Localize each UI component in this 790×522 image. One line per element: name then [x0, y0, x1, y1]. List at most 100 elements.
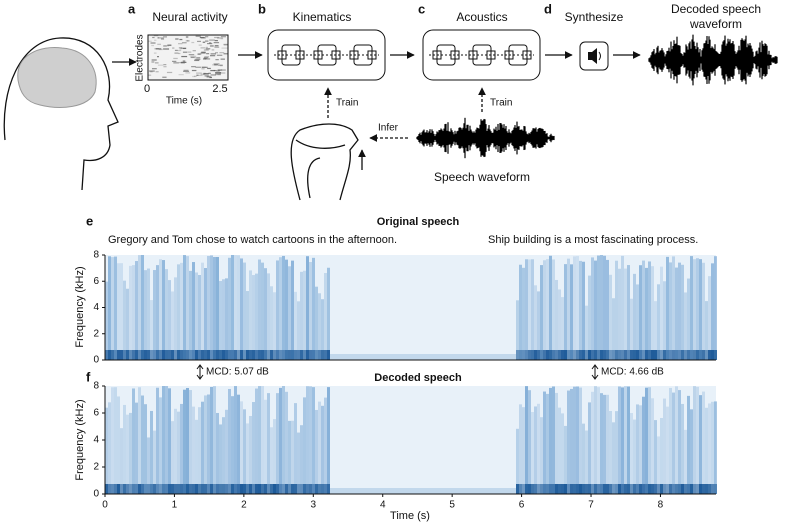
- spectrogram-texture: [138, 387, 141, 494]
- spectrogram-texture: [207, 394, 210, 494]
- raster-texture: [185, 36, 189, 38]
- spectrogram-texture: [570, 388, 573, 494]
- spectrogram-texture: [171, 421, 174, 494]
- spectrogram-texture: [633, 350, 636, 360]
- y-tick-label: 6: [93, 276, 99, 287]
- raster-texture: [199, 36, 205, 39]
- spectrogram-texture: [642, 350, 645, 360]
- spectrogram-texture: [321, 350, 324, 360]
- spectrogram-texture: [597, 484, 600, 494]
- spectrogram-texture: [693, 259, 696, 360]
- spectrogram-texture: [573, 256, 576, 360]
- raster-texture: [154, 62, 159, 64]
- spectrogram-texture: [633, 484, 636, 494]
- axis-label: Time (s): [166, 96, 202, 107]
- raster-texture: [163, 36, 167, 38]
- spectrogram-texture: [258, 386, 261, 494]
- spectrogram-texture: [234, 386, 237, 494]
- spectrogram-texture: [555, 484, 558, 494]
- raster-texture: [151, 44, 155, 47]
- spectrogram-texture: [315, 409, 318, 494]
- raster-texture: [197, 40, 202, 43]
- raster-texture: [190, 56, 195, 59]
- spectrogram-texture: [372, 488, 375, 494]
- spectrogram-texture: [180, 350, 183, 360]
- spectrogram-texture: [654, 420, 657, 494]
- spectrogram-texture: [399, 354, 402, 360]
- spectrogram-texture: [420, 488, 423, 494]
- spectrogram-texture: [354, 488, 357, 494]
- spectrogram-texture: [360, 354, 363, 360]
- spectrogram-texture: [249, 350, 252, 360]
- raster-texture: [216, 70, 220, 72]
- spectrogram-texture: [234, 484, 237, 494]
- spectrogram-texture: [249, 415, 252, 494]
- spectrogram-texture: [660, 266, 663, 360]
- axis-label: Frequency (kHz): [74, 399, 86, 480]
- spectrogram-texture: [573, 484, 576, 494]
- spectrogram-texture: [132, 265, 135, 360]
- raster-texture: [201, 66, 206, 68]
- spectrogram-texture: [396, 488, 399, 494]
- spectrogram-texture: [159, 397, 162, 494]
- x-tick-label: 1: [172, 500, 178, 511]
- spectrogram-texture: [468, 488, 471, 494]
- raster-texture: [209, 42, 212, 44]
- raster-texture: [214, 64, 219, 66]
- raster-texture: [178, 62, 181, 64]
- raster-texture: [154, 48, 159, 50]
- spectrogram-texture: [480, 488, 483, 494]
- spectrogram-texture: [639, 265, 642, 360]
- y-tick-label: 2: [93, 328, 99, 339]
- raster-texture: [157, 43, 161, 45]
- spectrogram-texture: [681, 403, 684, 494]
- spectrogram-texture: [318, 350, 321, 360]
- spectrogram-texture: [471, 354, 474, 360]
- spectrogram-texture: [276, 393, 279, 494]
- spectrogram-texture: [381, 488, 384, 494]
- spectrogram-texture: [105, 484, 108, 494]
- spectrogram-texture: [585, 305, 588, 360]
- spectrogram-texture: [465, 354, 468, 360]
- spectrogram-texture: [276, 350, 279, 360]
- spectrogram-texture: [600, 484, 603, 494]
- spectrogram-texture: [603, 394, 606, 494]
- spectrogram-texture: [594, 350, 597, 360]
- spectrogram-texture: [579, 387, 582, 494]
- spectrogram-texture: [228, 484, 231, 494]
- spectrogram-texture: [144, 404, 147, 494]
- raster-texture: [153, 52, 157, 54]
- spectrogram-texture: [195, 484, 198, 494]
- spectrogram-texture: [684, 350, 687, 360]
- spectrogram-texture: [537, 291, 540, 360]
- raster-texture: [178, 52, 181, 55]
- raster-texture: [214, 36, 220, 39]
- spectrogram-texture: [654, 350, 657, 360]
- spectrogram-texture: [489, 354, 492, 360]
- spectrogram-texture: [639, 350, 642, 360]
- panel-title: Kinematics: [293, 10, 352, 24]
- raster-texture: [151, 61, 155, 63]
- spectrogram-texture: [534, 350, 537, 360]
- spectrogram-texture: [621, 484, 624, 494]
- spectrogram-texture: [504, 488, 507, 494]
- spectrogram-texture: [699, 350, 702, 360]
- spectrogram-texture: [225, 409, 228, 494]
- spectrogram-texture: [117, 263, 120, 360]
- spectrogram-texture: [663, 398, 666, 494]
- spectrogram-texture: [291, 260, 294, 360]
- spectrogram-texture: [567, 258, 570, 360]
- spectrogram-texture: [108, 256, 111, 360]
- spectrogram-texture: [714, 256, 717, 360]
- spectrogram-texture: [708, 403, 711, 494]
- spectrogram-texture: [546, 484, 549, 494]
- spectrogram-texture: [174, 484, 177, 494]
- raster-texture: [163, 45, 169, 47]
- spectrogram-texture: [309, 386, 312, 494]
- spectrogram-texture: [390, 354, 393, 360]
- spectrogram-texture: [381, 354, 384, 360]
- spectrogram-texture: [192, 484, 195, 494]
- spectrogram-texture: [687, 350, 690, 360]
- spectrogram-texture: [654, 301, 657, 360]
- spectrogram-texture: [603, 484, 606, 494]
